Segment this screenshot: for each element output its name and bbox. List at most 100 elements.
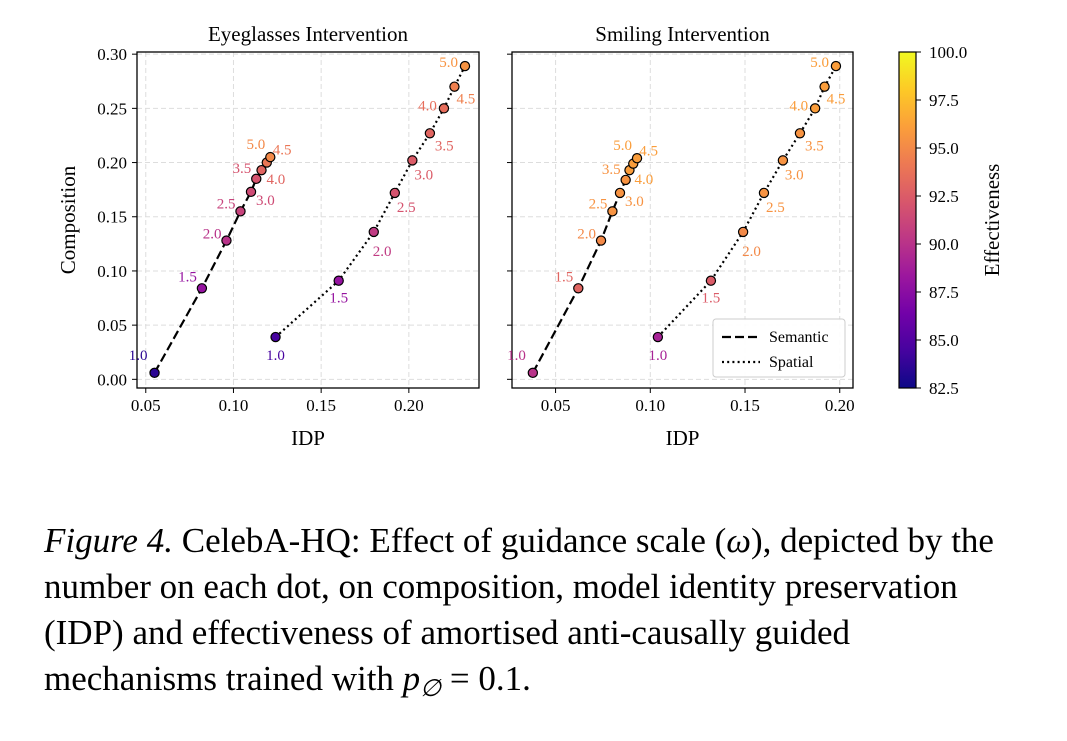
data-point bbox=[438, 103, 450, 114]
point-label: 4.0 bbox=[789, 98, 808, 114]
figure-canvas: 0.05 0.10 0.15 0.200.000.050.100.150.200.25… bbox=[56, 22, 1004, 450]
plot-frame bbox=[136, 51, 480, 389]
data-point bbox=[407, 155, 418, 166]
x-tick-label: 0.20 bbox=[394, 396, 424, 415]
data-point bbox=[251, 173, 262, 185]
point-label: 4.0 bbox=[634, 172, 653, 188]
point-label: 5.0 bbox=[613, 138, 632, 154]
legend-label-spatial: Spatial bbox=[769, 354, 814, 371]
data-point bbox=[527, 367, 539, 379]
point-label: 1.0 bbox=[507, 348, 526, 364]
x-tick-label: 0.10 bbox=[635, 396, 665, 415]
caption-p-symbol: p bbox=[402, 659, 421, 698]
point-label: 4.0 bbox=[418, 98, 437, 114]
data-point bbox=[389, 187, 401, 199]
plot-frame bbox=[511, 51, 854, 389]
point-label: 2.5 bbox=[589, 196, 608, 212]
x-tick-label: 0.20 bbox=[825, 396, 855, 415]
legend-label-semantic: Semantic bbox=[769, 329, 829, 346]
point-label: 4.5 bbox=[456, 92, 475, 108]
point-label: 3.5 bbox=[805, 138, 824, 154]
point-label: 3.0 bbox=[256, 193, 275, 209]
caption-equation-tail: = 0.1. bbox=[441, 659, 531, 698]
data-point bbox=[235, 206, 246, 217]
data-point bbox=[449, 81, 460, 92]
colorbar-tick-label: 95.0 bbox=[929, 139, 959, 158]
y-tick-label: 0.05 bbox=[97, 316, 127, 335]
chart-panel-2: 0.05 0.10 0.15 0.20 Smiling Intervention IDP 1… bbox=[507, 22, 855, 450]
point-label: 3.0 bbox=[414, 167, 433, 183]
x-axis-label: IDP bbox=[666, 426, 700, 450]
data-point bbox=[607, 206, 618, 217]
data-point bbox=[459, 60, 471, 72]
data-point bbox=[830, 60, 842, 72]
data-point bbox=[424, 128, 436, 139]
y-tick-label: 0.25 bbox=[97, 99, 127, 118]
point-label: 2.5 bbox=[766, 200, 785, 216]
legend-box bbox=[712, 318, 846, 378]
point-label: 4.0 bbox=[267, 172, 286, 188]
caption-omega-symbol: ω bbox=[726, 521, 751, 560]
caption-figure-label: Figure 4. bbox=[44, 521, 173, 560]
caption-p-subscript: ∅ bbox=[420, 676, 442, 702]
point-label: 2.5 bbox=[397, 200, 416, 216]
x-axis-label: IDP bbox=[291, 426, 325, 450]
x-tick-label: 0.05 bbox=[131, 396, 161, 415]
data-point bbox=[777, 155, 789, 166]
point-label: 5.0 bbox=[439, 55, 458, 71]
point-label: 5.0 bbox=[810, 55, 829, 71]
point-label: 3.5 bbox=[602, 162, 621, 178]
y-tick-label: 0.10 bbox=[97, 262, 127, 281]
point-label: 4.5 bbox=[273, 143, 292, 159]
data-point bbox=[333, 275, 344, 286]
colorbar-tick-label: 82.5 bbox=[929, 379, 959, 398]
data-point bbox=[221, 235, 232, 246]
point-label: 1.5 bbox=[555, 269, 574, 285]
colorbar-strip bbox=[898, 51, 917, 389]
data-point bbox=[149, 367, 160, 379]
caption-text-start: CelebA-HQ: Effect of guidance scale ( bbox=[172, 521, 727, 560]
data-point bbox=[758, 187, 770, 199]
data-point bbox=[256, 164, 267, 176]
data-point bbox=[652, 331, 664, 343]
point-label: 2.0 bbox=[577, 227, 596, 243]
colorbar-tick-label: 92.5 bbox=[929, 187, 959, 206]
point-label: 1.5 bbox=[329, 291, 348, 307]
series-line-spatial bbox=[657, 65, 837, 338]
x-tick-label: 0.10 bbox=[219, 396, 249, 415]
data-point bbox=[819, 81, 830, 92]
point-label: 1.0 bbox=[648, 348, 667, 364]
x-tick-label: 0.15 bbox=[306, 396, 336, 415]
y-tick-label: 0.00 bbox=[97, 370, 127, 389]
point-label: 3.5 bbox=[233, 161, 252, 177]
y-tick-label: 0.30 bbox=[97, 45, 127, 64]
data-point bbox=[368, 226, 379, 238]
data-point bbox=[631, 153, 643, 164]
data-point bbox=[620, 174, 631, 186]
legend: Semantic Spatial bbox=[712, 318, 846, 378]
data-point bbox=[595, 235, 607, 246]
data-point bbox=[614, 187, 626, 199]
colorbar-label: Effectiveness bbox=[980, 164, 1004, 277]
data-point bbox=[794, 128, 806, 139]
y-tick-label: 0.15 bbox=[97, 208, 127, 227]
point-label: 3.0 bbox=[785, 167, 804, 183]
data-point bbox=[737, 226, 749, 238]
point-label: 1.0 bbox=[129, 348, 148, 364]
chart-title: Eyeglasses Intervention bbox=[208, 22, 409, 46]
point-label: 2.5 bbox=[217, 196, 236, 212]
colorbar-tick-label: 90.0 bbox=[929, 235, 959, 254]
series-line-spatial bbox=[274, 65, 466, 338]
x-tick-label: 0.15 bbox=[730, 396, 760, 415]
data-point bbox=[809, 103, 821, 114]
point-label: 5.0 bbox=[247, 137, 266, 153]
point-label: 2.0 bbox=[373, 244, 392, 260]
point-label: 1.0 bbox=[266, 348, 285, 364]
point-label: 4.5 bbox=[827, 92, 846, 108]
colorbar-tick-label: 85.0 bbox=[929, 331, 959, 350]
chart-panel-1: 0.05 0.10 0.15 0.200.000.050.100.150.200.25… bbox=[56, 22, 480, 450]
point-label: 3.5 bbox=[435, 138, 454, 154]
data-point bbox=[705, 275, 717, 286]
data-point bbox=[573, 283, 584, 294]
x-tick-label: 0.05 bbox=[541, 396, 571, 415]
